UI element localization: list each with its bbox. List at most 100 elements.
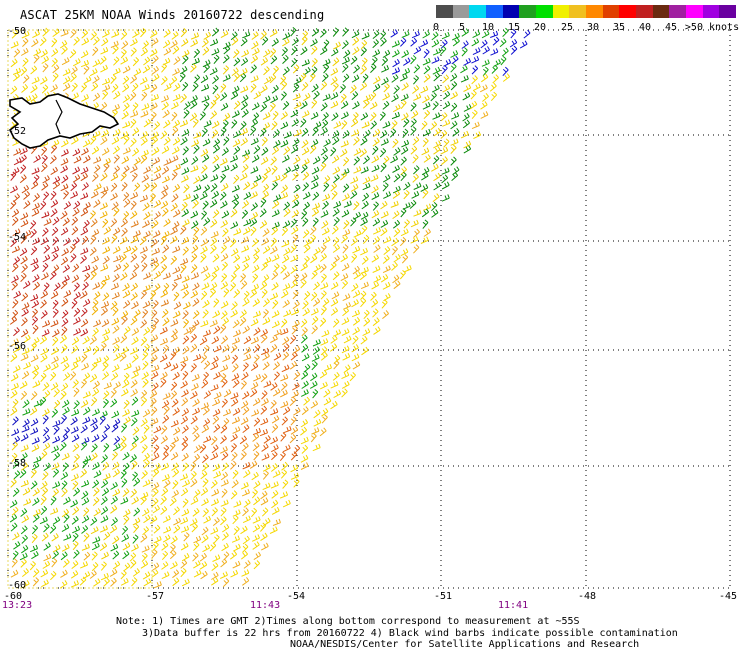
wind-barb	[293, 77, 302, 85]
wind-barb	[232, 319, 240, 329]
wind-barb	[50, 190, 57, 201]
wind-barb	[212, 463, 221, 472]
wind-barb	[71, 216, 78, 226]
wind-barb	[310, 225, 317, 236]
wind-barb	[142, 220, 150, 228]
wind-barb	[19, 380, 28, 389]
wind-barb	[291, 209, 300, 218]
wind-barb	[20, 462, 29, 471]
wind-barb	[180, 225, 187, 235]
wind-barb	[362, 182, 371, 191]
wind-barb	[231, 67, 239, 77]
wind-barb	[11, 506, 19, 516]
wind-barb	[150, 371, 159, 380]
wind-barb	[73, 36, 80, 46]
wind-barb	[510, 29, 517, 39]
wind-barb	[400, 99, 407, 110]
wind-barb	[353, 156, 360, 166]
wind-barb	[140, 434, 148, 444]
wind-barb	[60, 210, 68, 220]
wind-barb	[160, 299, 169, 307]
wind-barb	[260, 57, 269, 66]
wind-barb	[12, 228, 21, 237]
wind-barb	[382, 182, 389, 192]
wind-barb	[421, 147, 430, 156]
wind-barb	[220, 424, 228, 434]
wind-barb	[201, 95, 210, 103]
wind-barb	[182, 310, 189, 320]
wind-barb	[49, 371, 57, 382]
wind-barb	[291, 319, 300, 328]
wind-barb	[232, 363, 239, 373]
wind-barb	[250, 336, 259, 345]
wind-barb	[143, 459, 150, 469]
wind-barb	[130, 559, 137, 569]
wind-barb	[163, 218, 171, 227]
wind-barb	[352, 290, 361, 299]
lat-label: -52	[8, 126, 27, 137]
wind-barb	[372, 227, 381, 235]
wind-barb	[371, 298, 379, 308]
wind-barb	[333, 390, 342, 399]
wind-barb	[190, 165, 199, 173]
wind-barb	[209, 67, 218, 76]
wind-barb	[19, 552, 28, 561]
wind-barb	[161, 541, 169, 551]
wind-barb	[140, 319, 148, 329]
wind-barb	[53, 399, 61, 409]
wind-barb	[113, 435, 121, 445]
wind-barb	[122, 509, 131, 518]
wind-barb	[259, 428, 269, 437]
wind-barb	[282, 66, 290, 76]
wind-barb	[450, 138, 459, 146]
wind-barb	[122, 147, 131, 155]
wind-barb	[281, 154, 290, 163]
legend-color-bar	[436, 5, 736, 18]
wind-barb	[10, 389, 18, 399]
wind-barb	[202, 46, 210, 56]
wind-barb	[182, 81, 189, 92]
wind-barb	[339, 83, 346, 94]
wind-barb	[361, 200, 369, 210]
wind-barb	[249, 218, 258, 227]
wind-barb	[321, 72, 329, 82]
wind-barb	[433, 127, 441, 137]
wind-barb	[63, 533, 72, 541]
wind-barb	[300, 262, 308, 272]
wind-barb	[179, 473, 188, 481]
wind-barb	[123, 198, 131, 208]
wind-barb	[342, 307, 350, 317]
wind-barb	[149, 390, 158, 399]
wind-barb	[253, 417, 261, 427]
wind-barb	[220, 200, 228, 209]
wind-barb	[251, 154, 260, 163]
wind-barb	[181, 128, 190, 137]
note-line-2: 3)Data buffer is 22 hrs from 20160722 4)…	[142, 628, 678, 639]
wind-barb	[411, 30, 420, 39]
wind-barb	[319, 427, 327, 437]
wind-barb	[243, 191, 252, 200]
wind-barb	[193, 353, 202, 362]
wind-barb	[52, 308, 59, 318]
wind-barb	[290, 279, 298, 289]
wind-barb	[102, 361, 109, 372]
wind-barb	[169, 550, 177, 560]
wind-barb	[163, 119, 171, 129]
wind-barb	[382, 265, 391, 274]
legend-swatch	[702, 5, 720, 18]
wind-barb	[312, 443, 321, 452]
wind-barb	[341, 328, 350, 336]
wind-barb	[223, 45, 231, 55]
wind-barb	[162, 515, 171, 523]
wind-barb	[200, 319, 209, 328]
wind-barb	[382, 155, 390, 165]
wind-barb	[70, 191, 78, 199]
wind-barb	[371, 56, 378, 66]
wind-barb	[182, 498, 189, 508]
wind-barb	[283, 425, 292, 434]
wind-barb	[20, 328, 29, 338]
wind-barb	[342, 73, 350, 83]
wind-barb	[42, 560, 51, 569]
wind-barb	[130, 191, 139, 200]
wind-barb	[219, 191, 227, 201]
